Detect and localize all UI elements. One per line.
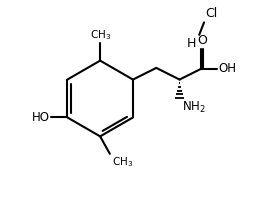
Text: OH: OH: [219, 62, 237, 75]
Text: H: H: [187, 37, 196, 50]
Text: Cl: Cl: [205, 7, 217, 20]
Text: HO: HO: [32, 111, 50, 124]
Text: NH$_2$: NH$_2$: [182, 100, 205, 115]
Text: CH$_3$: CH$_3$: [112, 155, 133, 169]
Text: O: O: [197, 34, 207, 47]
Text: CH$_3$: CH$_3$: [90, 28, 111, 42]
